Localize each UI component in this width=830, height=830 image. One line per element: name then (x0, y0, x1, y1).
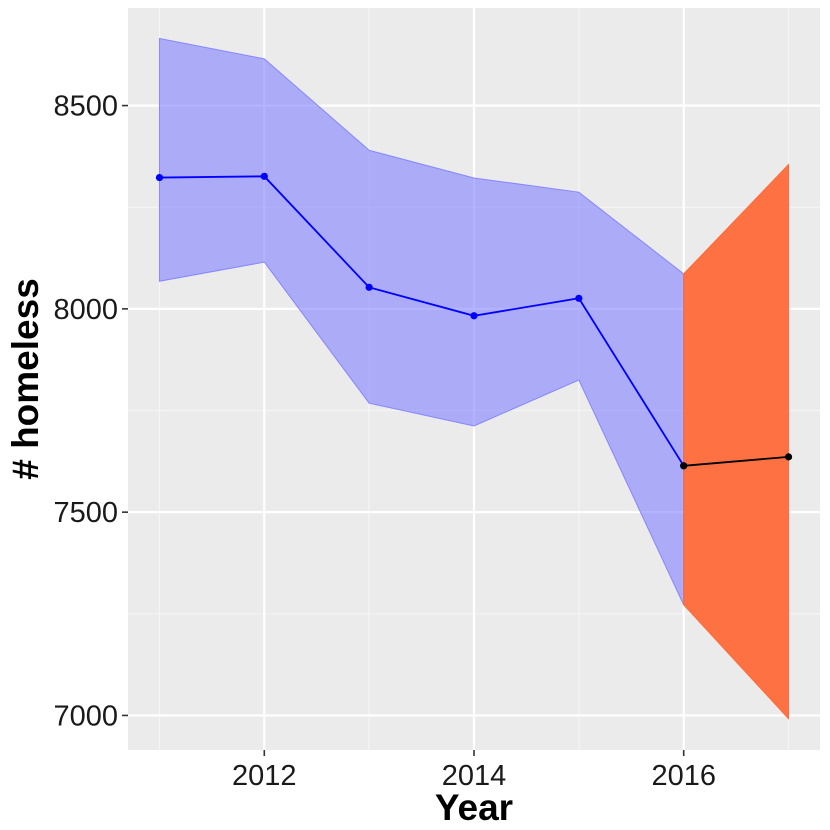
series-points (155, 172, 793, 470)
observed-point (260, 172, 268, 180)
series-lines (159, 175, 789, 467)
observed-point (575, 294, 583, 302)
tick-labels: 2012 2014 2016 7000 7500 8000 8500 (53, 91, 715, 792)
y-tick-label: 8000 (53, 294, 118, 326)
confidence-bands (158, 37, 790, 720)
y-axis-title: # homeless (5, 278, 46, 480)
forecast-confidence-band (683, 163, 790, 720)
forecast-line (683, 455, 789, 467)
forecast-point (784, 453, 793, 461)
axis-ticks (122, 104, 685, 756)
observed-point (470, 312, 478, 320)
observed-point (155, 173, 164, 182)
y-tick-label: 7000 (53, 700, 118, 732)
x-tick-label: 2012 (232, 760, 297, 792)
x-tick-label: 2016 (651, 760, 716, 792)
y-tick-label: 8500 (53, 91, 118, 123)
x-tick-label: 2014 (442, 760, 507, 792)
observed-line (159, 175, 685, 467)
forecast-point (680, 462, 688, 470)
y-tick-label: 7500 (53, 497, 118, 529)
observed-point (365, 283, 373, 291)
x-axis-title: Year (435, 787, 513, 828)
